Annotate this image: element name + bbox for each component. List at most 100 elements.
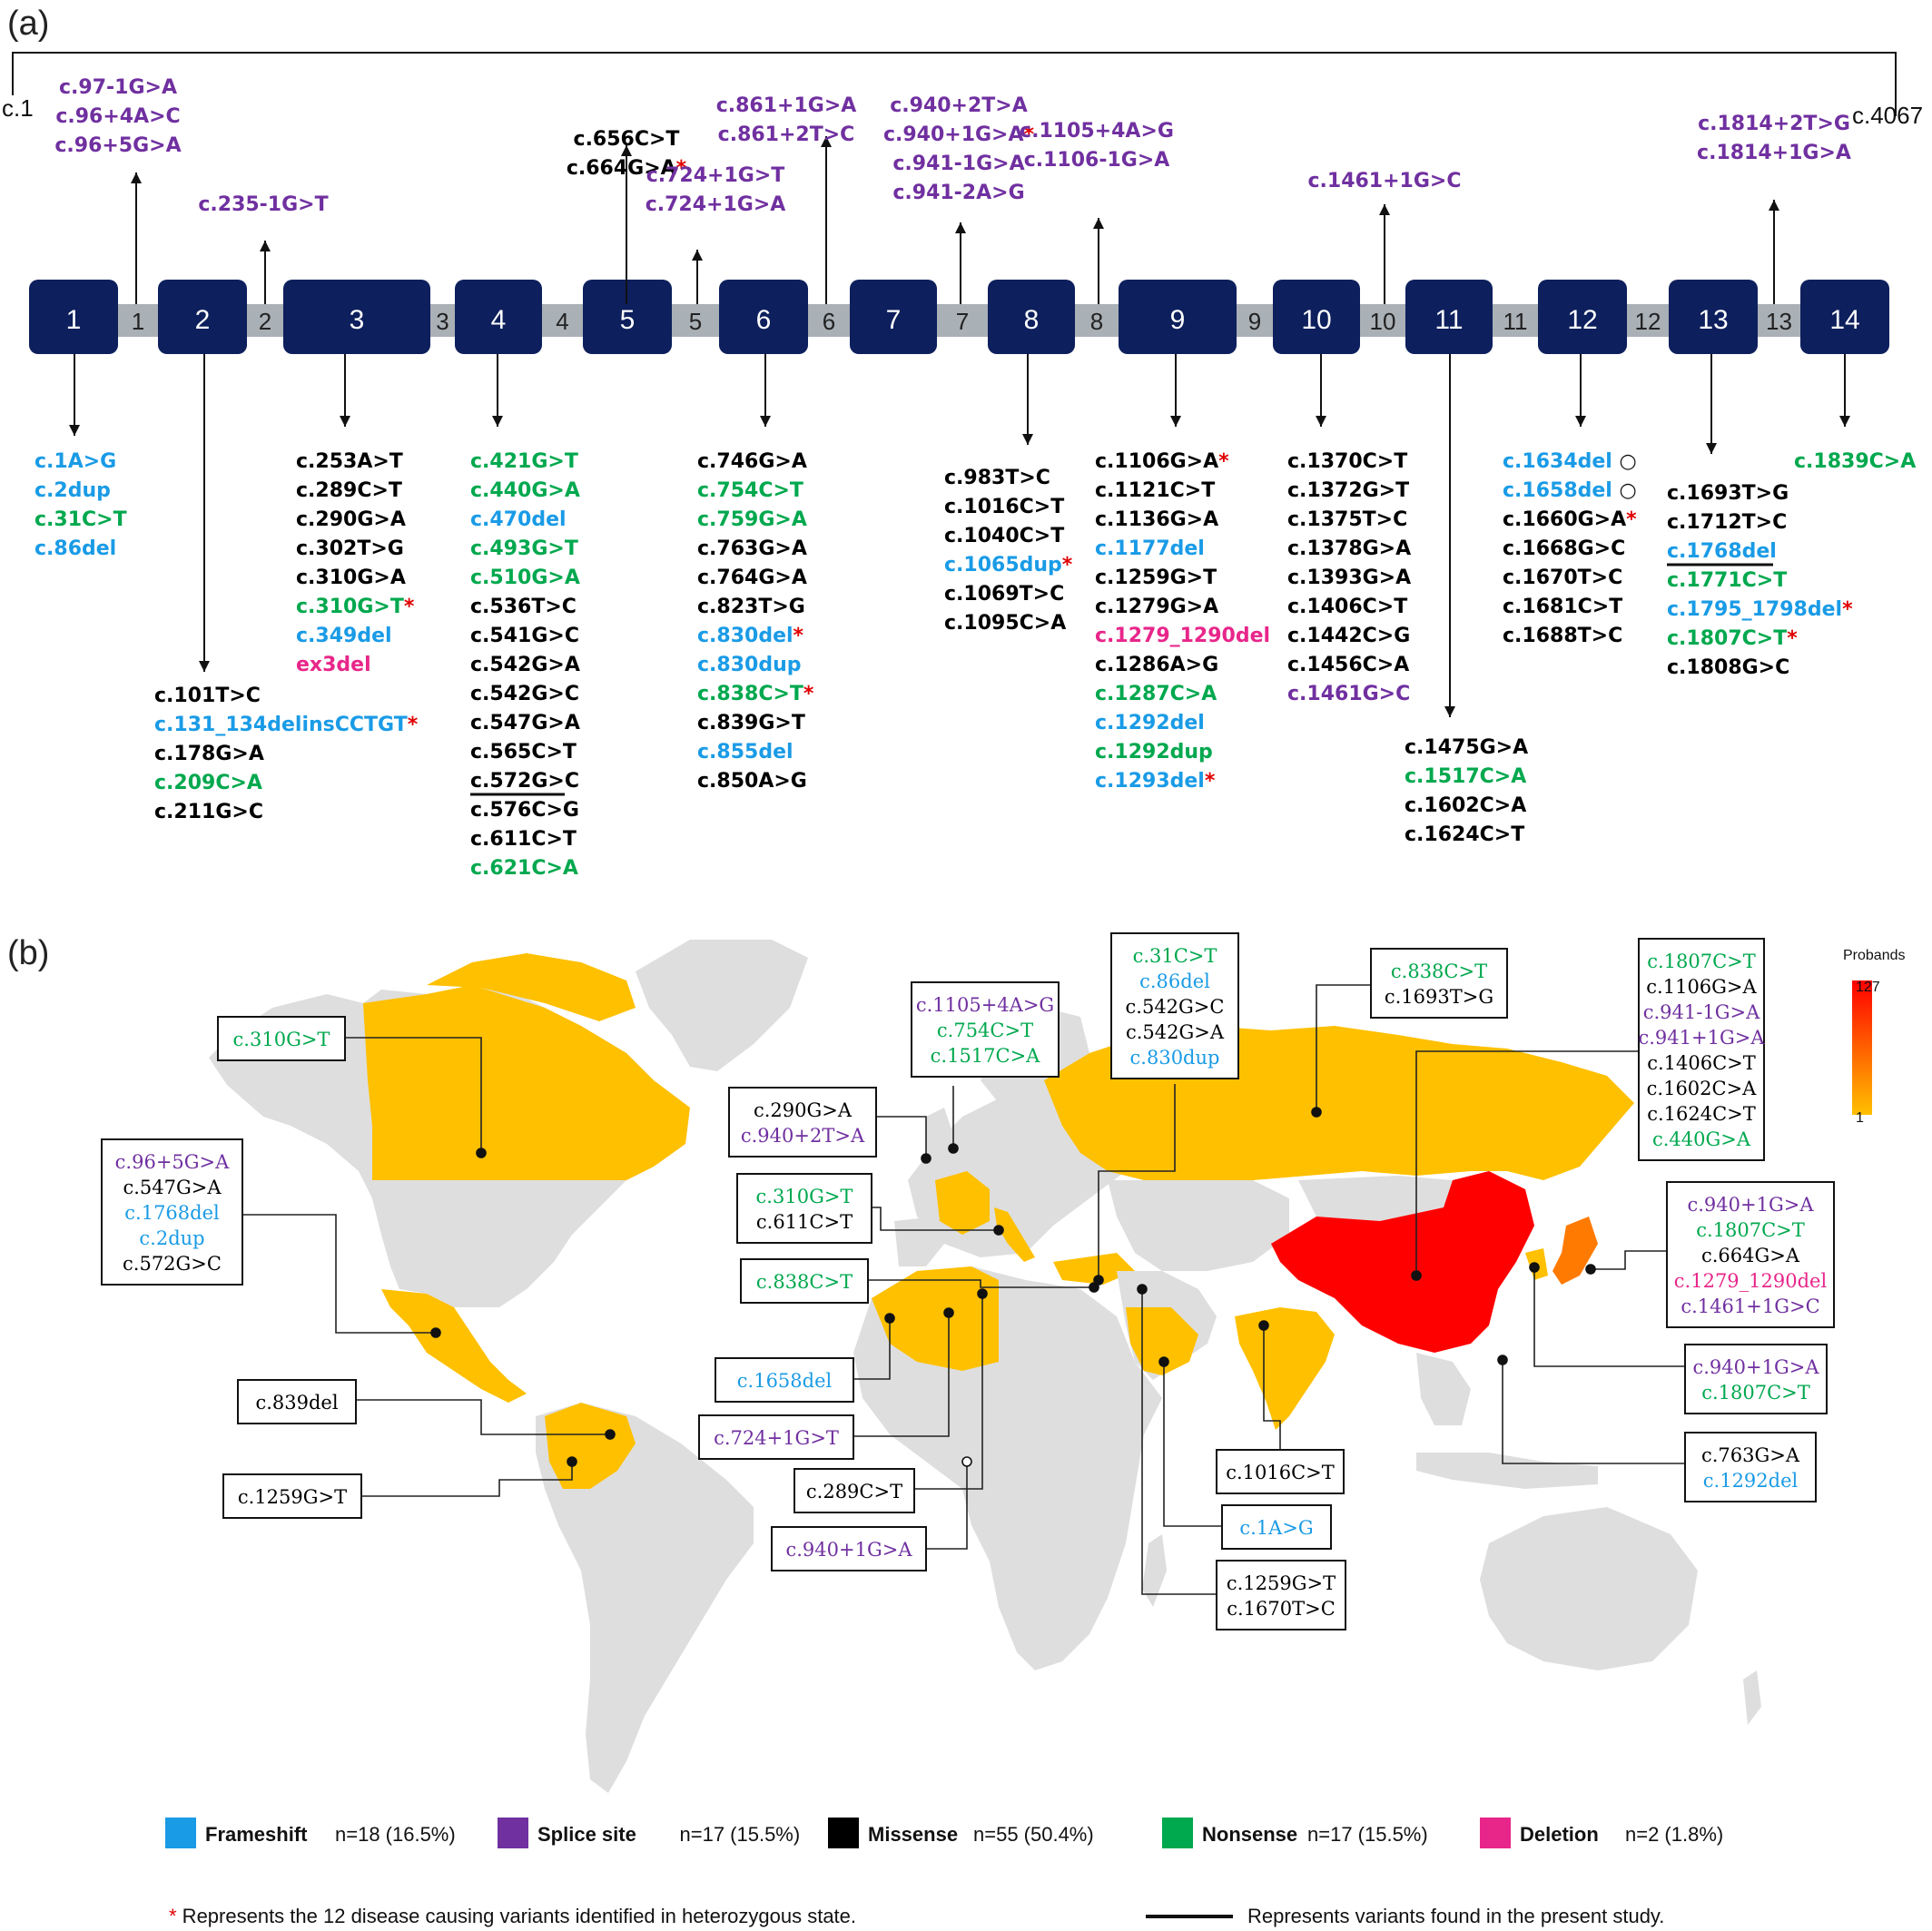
legend-count: n=18 (16.5%) <box>335 1823 456 1846</box>
variant-label: c.830dup <box>1130 1047 1220 1069</box>
legend-swatch <box>828 1818 859 1848</box>
variant-box <box>1638 938 1765 1161</box>
variant-label: c.1668G>C <box>1503 537 1625 560</box>
intron-number: 7 <box>956 308 969 335</box>
arrowhead <box>1575 416 1586 427</box>
variant-label: c.1807C>T <box>1647 951 1756 972</box>
legend-name: Splice site <box>537 1823 636 1846</box>
exon-box <box>1538 280 1627 354</box>
variant-label: c.1069T>C <box>944 583 1064 606</box>
variant-label: c.576C>G <box>470 799 579 822</box>
land-saudi-arabia <box>1126 1307 1198 1375</box>
variant-label: c.1807C>T* <box>1667 627 1798 650</box>
country-box: c.838C>T <box>740 1258 1099 1304</box>
legend-item-missense: Missense n=55 (50.4%) <box>828 1818 1094 1848</box>
variant-label: c.178G>A <box>154 743 264 765</box>
intron-number: 1 <box>132 308 144 335</box>
variant-label: c.96+5G>A <box>115 1151 230 1173</box>
location-dot <box>430 1327 441 1338</box>
variant-label: c.131_134delinsCCTGT* <box>154 714 419 736</box>
leader-line <box>345 1037 482 1153</box>
variant-box <box>1221 1504 1332 1550</box>
variant-label: c.839G>T <box>697 712 805 734</box>
above-variant-group: c.97-1G>A c.96+4A>C c.96+5G>A <box>54 76 182 304</box>
land-japan <box>1552 1217 1598 1285</box>
arrowhead <box>1316 416 1326 427</box>
variant-label: c.86del <box>34 537 116 560</box>
legend-item-deletion: Deletion n=2 (1.8%) <box>1480 1818 1723 1848</box>
land-uk <box>926 1108 953 1162</box>
variant-label: c.941-2A>G <box>892 182 1024 204</box>
exon-number: 14 <box>1829 305 1859 335</box>
leader-line <box>1415 1050 1639 1276</box>
variant-box <box>1684 1344 1828 1414</box>
country-box: c.940+1G>A c.1807C>T <box>1529 1262 1828 1414</box>
variant-label: c.1461+1G>C <box>1681 1296 1819 1317</box>
variant-label: c.1771C>T <box>1667 569 1787 592</box>
above-variant-group: c.235-1G>T <box>198 193 329 304</box>
location-dot <box>1585 1264 1596 1275</box>
below-variant-group: c.101T>C c.131_134delinsCCTGT* c.178G>A c.2… <box>154 354 419 823</box>
leader-line <box>242 1214 436 1334</box>
intron-number: 3 <box>436 308 448 335</box>
land-new-zealand <box>1743 1670 1761 1725</box>
variant-box <box>1684 1432 1817 1502</box>
variant-label: c.1624C>T <box>1405 823 1524 846</box>
arrowhead <box>621 145 632 156</box>
exon-number: 8 <box>1024 305 1040 335</box>
country-box: c.290G>A c.940+2T>A <box>728 1087 932 1164</box>
location-dot <box>1137 1284 1148 1295</box>
variant-label: c.1375T>C <box>1287 508 1407 531</box>
variant-label: c.209C>A <box>154 772 262 794</box>
location-dot <box>1497 1355 1508 1365</box>
variant-label: c.759G>A <box>697 508 807 531</box>
exon-boxes: 1 2 3 4 5 6 7 8 9 10 11 12 13 14 <box>29 280 1889 354</box>
land-south-america <box>536 1403 754 1793</box>
below-variant-group: c.1475G>A c.1517C>A c.1602C>A c.1624C>T <box>1405 354 1528 846</box>
gene-span-bracket <box>12 52 1897 116</box>
variant-label: c.572G>C <box>123 1253 222 1275</box>
panel-a-label: (a) <box>7 5 49 43</box>
legend-count: n=17 (15.5%) <box>1307 1823 1428 1846</box>
variant-label: c.1106G>A* <box>1095 450 1229 473</box>
intron-number: 5 <box>689 308 702 335</box>
below-variant-group: c.1106G>A* c.1121C>T c.1136G>A c.1177del c.1… <box>1095 354 1270 793</box>
land-greenland <box>636 940 808 1071</box>
country-box: c.838C>T c.1693T>G <box>1311 948 1508 1118</box>
variant-label: c.1292del <box>1095 712 1205 734</box>
variant-label: c.1259G>T <box>1227 1572 1336 1594</box>
legend-swatch <box>165 1818 196 1848</box>
country-box: c.763G>A c.1292del <box>1497 1355 1817 1502</box>
below-variant-group: c.1A>G c.2dup c.31C>T c.86del <box>34 354 127 560</box>
arrowhead <box>131 172 142 183</box>
variant-label: c.1016C>T <box>1226 1462 1335 1483</box>
arrowhead <box>69 425 80 436</box>
location-dot <box>1311 1107 1322 1118</box>
above-variant-group: c.940+2T>A c.940+1G>A* c.941-1G>A c.941-2A>… <box>883 94 1035 304</box>
variant-label: c.1602C>A <box>1647 1078 1758 1099</box>
variant-label: c.838C>T* <box>697 683 814 705</box>
variant-label: c.1121C>T <box>1095 479 1215 502</box>
country-box: c.310G>T <box>217 1016 487 1158</box>
variant-label: c.470del <box>470 508 567 531</box>
variant-box <box>715 1357 854 1403</box>
variant-label: c.572G>C <box>470 770 579 793</box>
exon-number: 9 <box>1170 305 1186 335</box>
below-variant-group: c.1693T>G c.1712T>C c.1768del c.1771C>T c.17… <box>1667 354 1853 679</box>
arrowhead <box>692 250 703 261</box>
country-box: c.310G>T c.611C>T <box>736 1173 1004 1244</box>
variant-label: c.656C>T <box>574 128 680 151</box>
variant-label: c.1292dup <box>1095 741 1213 764</box>
country-box: c.1105+4A>G c.754C>T c.1517C>A <box>911 981 1060 1154</box>
arrowhead <box>760 416 771 427</box>
variant-label: c.1A>G <box>1239 1517 1313 1539</box>
below-variant-group: c.1839C>A <box>1794 354 1916 473</box>
arrowhead <box>1022 434 1033 445</box>
legend-swatch <box>1162 1818 1193 1848</box>
above-variant-group: c.656C>T c.664G>A* <box>567 128 687 304</box>
variant-label: c.1106G>A <box>1646 976 1757 998</box>
exon-number: 12 <box>1567 305 1597 335</box>
variant-label: c.830dup <box>697 654 801 676</box>
